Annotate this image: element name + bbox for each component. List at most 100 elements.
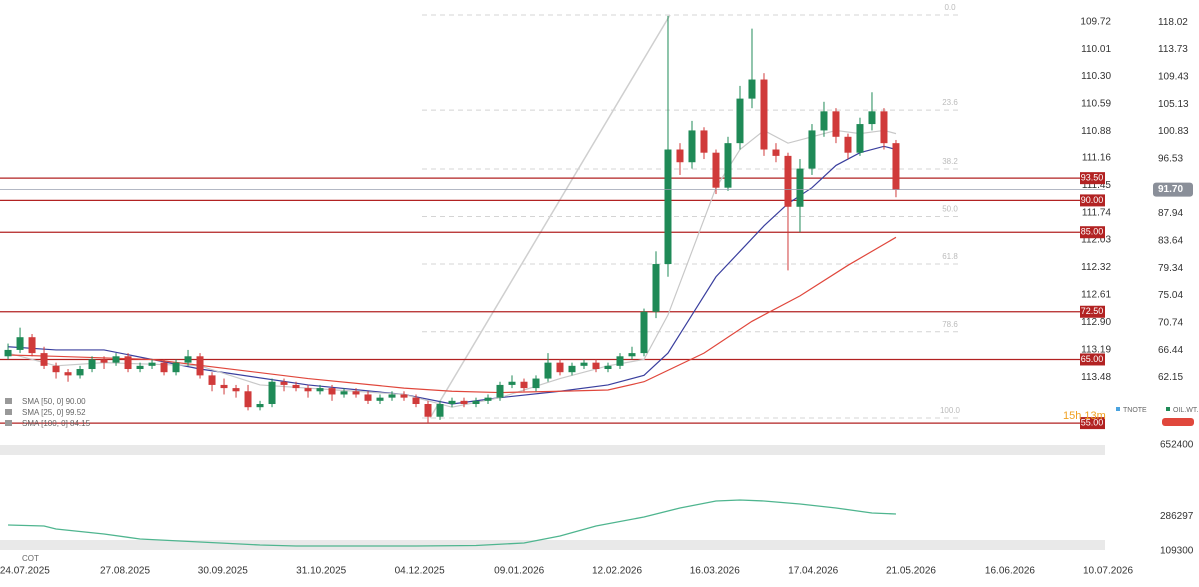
level-tag [1080,226,1105,239]
candle-body [424,404,432,417]
candle-body [580,362,588,366]
candle-body [484,397,492,401]
candle-body [592,362,600,370]
legend-icon [5,398,12,404]
candle-body [292,384,300,389]
y-tick-label: 66.44 [1158,345,1183,356]
cot-tick-label: 286297 [1160,511,1194,522]
candle-body [220,384,228,389]
candle-body [532,378,540,389]
y-tick-label: 96.53 [1158,154,1183,165]
x-tick-label: 24.07.2025 [0,566,50,577]
x-tick-label: 21.05.2026 [886,566,936,577]
candle-body [388,394,396,398]
last-price-tag [1153,182,1193,197]
candle-body [304,388,312,392]
indicator-legend: SMA [25, 0] 99.52 [22,408,86,417]
indicator-legend: SMA [50, 0] 90.00 [22,397,86,406]
fib-label: 0.0 [944,3,956,12]
indicator-legend: SMA [100, 0] 84.15 [22,419,91,428]
x-tick-label: 09.01.2026 [494,566,544,577]
candle-body [412,397,420,405]
candle-body [616,356,624,366]
x-tick-label: 31.10.2025 [296,566,346,577]
candle-body [364,394,372,401]
candle-body [724,143,732,188]
level-label: 65.00 [1081,354,1104,364]
candle-body [508,381,516,385]
candle-body [676,149,684,163]
candle-body [112,356,120,363]
candle-body [868,111,876,125]
cot-label: COT [22,554,39,563]
candle-body [316,388,324,392]
level-label: 85.00 [1081,227,1104,237]
x-tick-label: 16.03.2026 [690,566,740,577]
candle-body [52,365,60,373]
candle-body [16,337,24,350]
legend-swatch [1116,407,1120,411]
fib-label: 78.6 [942,320,958,329]
symbol-button[interactable] [1162,418,1194,426]
candle-body [136,365,144,370]
level-label: 55.00 [1081,417,1104,427]
y2-tick-label: 111.74 [1082,207,1112,218]
candle-body [784,155,792,207]
fib-label: 38.2 [942,157,958,166]
candle-body [556,362,564,373]
cot-line [8,499,897,547]
candle-body [640,311,648,354]
candle-body [172,362,180,373]
y2-tick-label: 112.90 [1081,317,1111,328]
y2-tick-label: 111.16 [1082,153,1112,164]
candle-body [880,111,888,144]
fib-label: 100.0 [940,406,961,415]
candle-body [628,353,636,357]
level-label: 90.00 [1081,195,1104,205]
candle-body [88,359,96,370]
y-tick-label: 87.94 [1158,208,1183,219]
candle-body [376,397,384,401]
indicator-line [7,129,897,408]
last-price-label: 91.70 [1158,184,1183,195]
x-tick-label: 27.08.2025 [100,566,150,577]
y2-tick-label: 112.03 [1081,235,1111,246]
y2-tick-label: 112.61 [1081,290,1111,301]
level-label: 72.50 [1081,306,1104,316]
y-tick-label: 83.64 [1158,236,1183,247]
y2-tick-label: 110.01 [1081,44,1111,55]
candle-body [856,124,864,153]
y-tick-label: 109.43 [1158,71,1189,82]
countdown: 15h 13m [1063,410,1106,422]
candle-body [760,79,768,150]
candle-body [40,353,48,366]
legend-label: OIL.WT. [1173,407,1198,414]
candle-body [76,369,84,376]
x-tick-label: 30.09.2025 [198,566,248,577]
candle-body [328,388,336,395]
level-tag [1080,172,1105,185]
y2-tick-label: 110.88 [1081,126,1111,137]
y2-tick-label: 110.30 [1081,71,1111,82]
candle-body [472,400,480,405]
candle-body [184,356,192,363]
panel-separator [0,540,1105,550]
candle-body [568,365,576,373]
candle-body [664,149,672,265]
candle-body [340,391,348,395]
candle-body [256,404,264,408]
y-tick-label: 118.02 [1158,17,1188,28]
candle-body [436,404,444,417]
x-tick-label: 04.12.2025 [395,566,445,577]
legend-icon [5,409,12,415]
y2-tick-label: 113.19 [1081,344,1111,355]
candle-body [820,111,828,131]
legend-label: TNOTE [1123,407,1147,414]
candle-body [892,143,900,190]
indicator-line [7,145,897,405]
y2-tick-label: 111.45 [1082,180,1112,191]
candle-body [232,388,240,392]
x-tick-label: 16.06.2026 [985,566,1035,577]
candle-body [712,152,720,188]
y-tick-label: 100.83 [1158,126,1189,137]
